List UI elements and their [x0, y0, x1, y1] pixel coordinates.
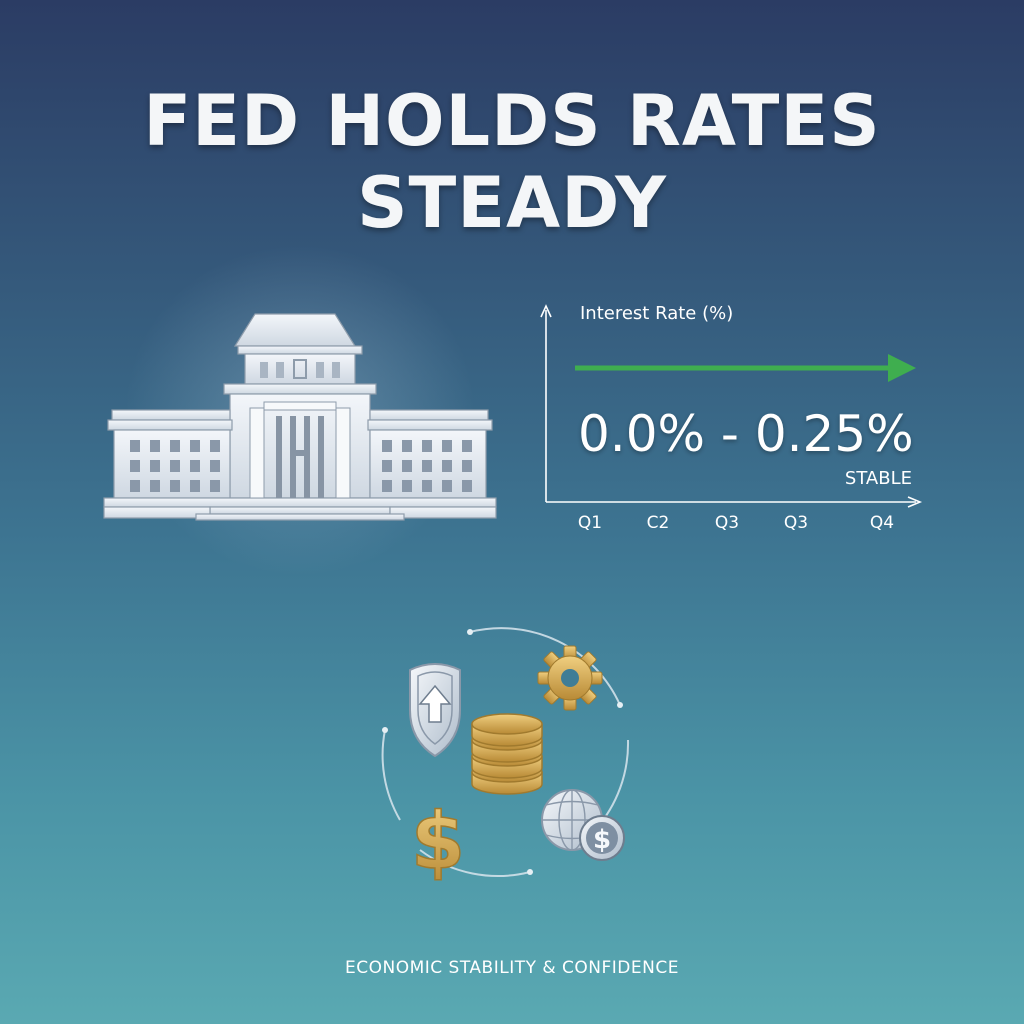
coin-stack-icon — [471, 713, 543, 795]
x-tick-label: C2 — [646, 513, 670, 533]
rate-range-value: 0.0% - 0.25% — [578, 405, 914, 463]
shield-arrow-icon — [409, 663, 461, 758]
footer-caption: ECONOMIC STABILITY & CONFIDENCE — [345, 958, 679, 978]
rate-status-label: STABLE — [844, 468, 912, 489]
trend-arrowhead — [888, 354, 916, 382]
globe-dollar-icon: $ — [541, 789, 625, 861]
gear-icon — [537, 645, 603, 711]
federal-reserve-building-icon — [103, 313, 497, 521]
interest-rate-chart — [540, 304, 923, 508]
chart-title: Interest Rate (%) — [580, 303, 734, 324]
svg-text:$: $ — [593, 825, 611, 855]
x-tick-label: Q1 — [577, 513, 603, 533]
dollar-icon: $ — [411, 797, 465, 887]
chart-axes — [540, 304, 923, 508]
x-tick-label: Q4 — [869, 513, 895, 533]
x-tick-label: Q3 — [783, 513, 809, 533]
economy-icon-cluster: $ $ — [381, 627, 630, 888]
x-tick-label: Q3 — [714, 513, 740, 533]
headline: FED HOLDS RATES STEADY — [143, 80, 881, 244]
